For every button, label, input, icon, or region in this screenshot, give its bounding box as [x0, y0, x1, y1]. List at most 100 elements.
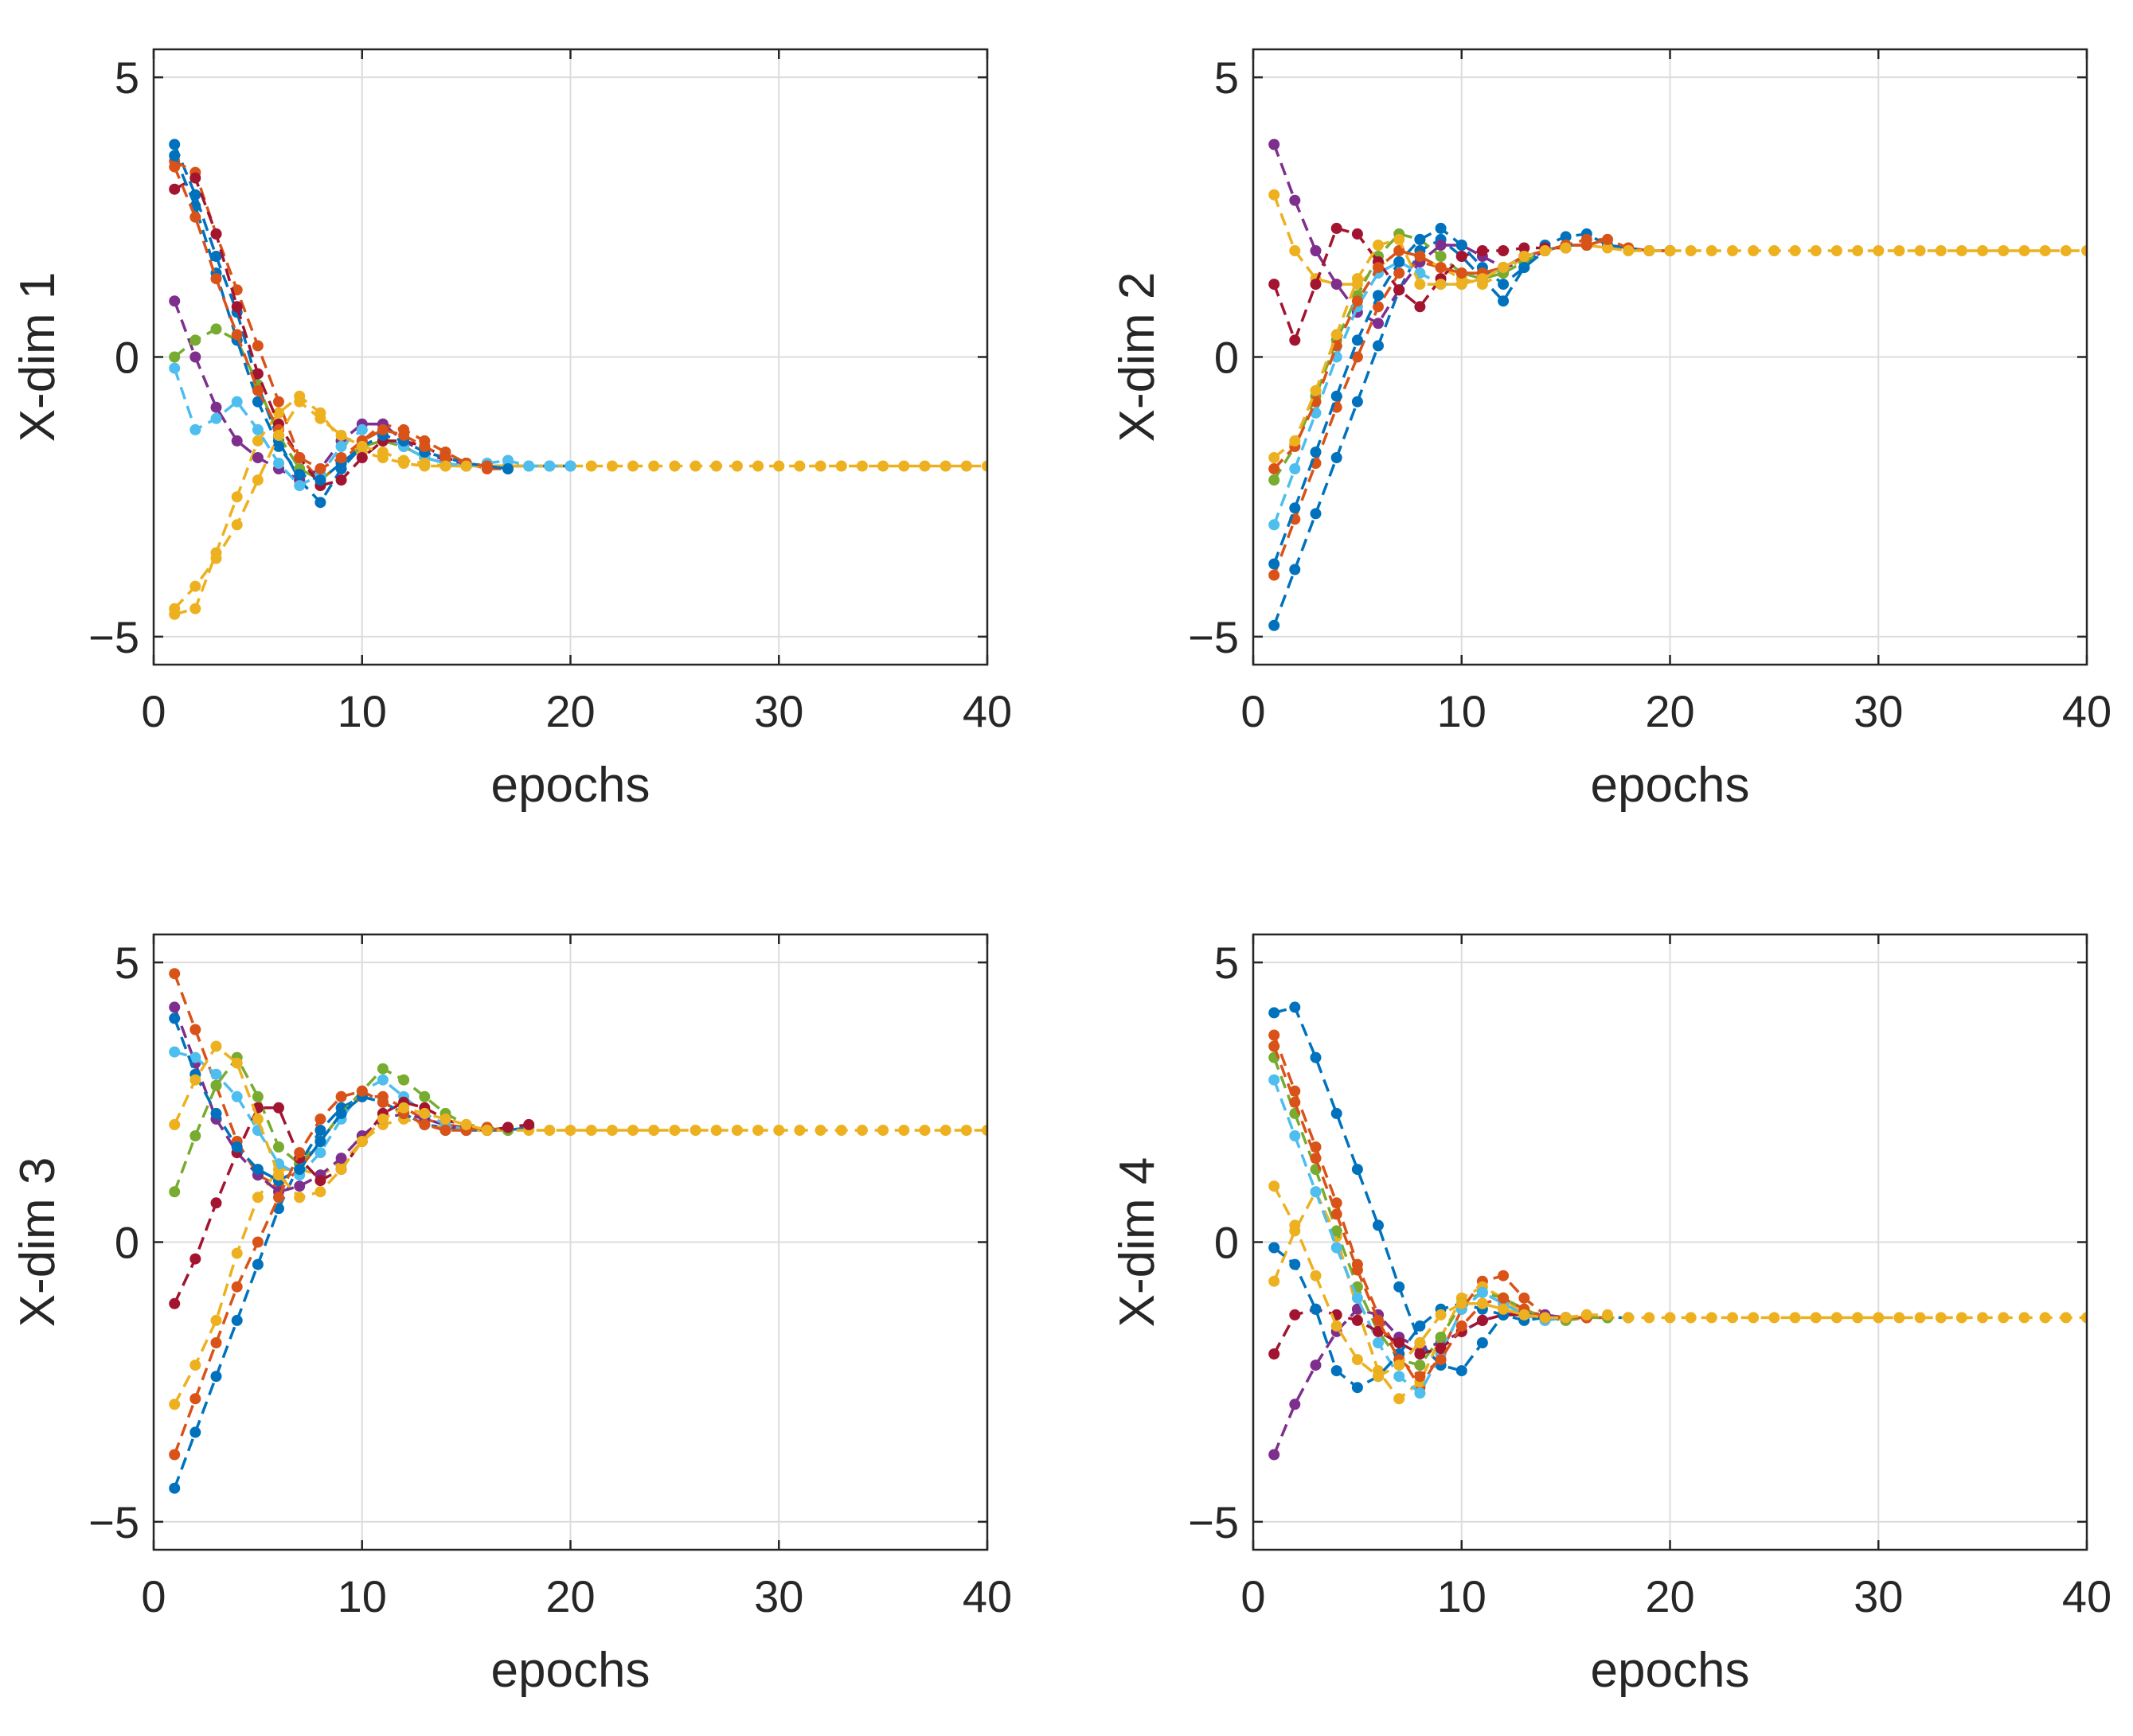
data-point [356, 1085, 368, 1097]
data-point [1455, 1297, 1467, 1309]
data-point [1455, 240, 1467, 251]
y-tick-label: 5 [1214, 53, 1239, 103]
data-point [169, 968, 181, 980]
data-point [314, 474, 326, 486]
x-axis-label: epochs [1591, 1643, 1750, 1698]
data-point [439, 1125, 451, 1136]
data-point [1393, 1371, 1405, 1383]
data-point [294, 1147, 306, 1159]
data-point [189, 1130, 201, 1141]
data-point [1414, 251, 1426, 262]
data-point [794, 460, 806, 472]
data-point [898, 1125, 910, 1136]
data-point [169, 1001, 181, 1013]
data-point [898, 460, 910, 472]
data-point [1351, 228, 1363, 240]
data-point [1351, 1314, 1363, 1326]
x-tick-label: 30 [754, 686, 803, 736]
data-point [1373, 262, 1384, 274]
x-tick-label: 0 [141, 1571, 166, 1621]
data-point [648, 460, 660, 472]
data-point [1330, 1365, 1342, 1377]
data-point [189, 334, 201, 346]
data-point [1455, 1320, 1467, 1332]
data-point [1498, 1303, 1510, 1315]
data-point [1830, 1312, 1842, 1324]
data-point [1435, 251, 1447, 262]
series-line-3 [174, 394, 987, 616]
data-point [1268, 463, 1280, 474]
data-point [1414, 1348, 1426, 1360]
data-point [1393, 233, 1405, 245]
y-tick-label: 5 [115, 53, 139, 103]
data-point [502, 454, 514, 466]
data-point [294, 1164, 306, 1176]
data-point [1852, 245, 1864, 256]
data-point [252, 340, 264, 352]
data-point [1435, 240, 1447, 251]
data-point [1768, 245, 1780, 256]
x-tick-label: 40 [963, 1571, 1012, 1621]
data-point [169, 1399, 181, 1410]
data-point [1414, 1387, 1426, 1399]
data-point [1435, 279, 1447, 291]
series-line-4 [1272, 143, 1587, 326]
data-point [377, 1074, 389, 1086]
data-point [606, 1125, 618, 1136]
data-point [189, 1051, 201, 1063]
data-point [335, 440, 347, 452]
data-point [335, 1107, 347, 1119]
data-point [169, 1012, 181, 1024]
data-point [1455, 1365, 1467, 1377]
data-point [335, 1090, 347, 1102]
data-point [169, 351, 181, 363]
data-point [189, 603, 201, 614]
data-point [565, 1125, 576, 1136]
series-line-8 [1273, 1246, 1566, 1390]
data-point [231, 1247, 243, 1259]
x-tick-label: 30 [1854, 1571, 1903, 1621]
data-point [273, 1102, 284, 1114]
data-point [1351, 273, 1363, 285]
y-tick-label: 0 [1214, 333, 1239, 383]
data-point [1518, 1292, 1530, 1304]
y-tick-label: −5 [1188, 612, 1239, 662]
data-point [1977, 245, 1989, 256]
data-point [252, 1113, 264, 1125]
data-point [314, 1136, 326, 1147]
data-point [210, 552, 222, 564]
data-point [1998, 1312, 2010, 1324]
data-point [314, 463, 326, 474]
data-point [1289, 1399, 1301, 1410]
data-point [210, 1371, 222, 1383]
y-tick-label: 0 [115, 333, 139, 383]
data-point [1727, 1312, 1738, 1324]
data-point [231, 519, 243, 531]
data-point [1289, 1219, 1301, 1231]
data-point [1414, 233, 1426, 245]
data-point [1268, 519, 1280, 531]
y-tick-label: −5 [1188, 1497, 1239, 1547]
series-line-7 [174, 176, 467, 488]
data-point [1373, 1325, 1384, 1337]
data-point [815, 460, 826, 472]
data-point [252, 1090, 264, 1102]
data-point [1914, 1312, 1926, 1324]
data-point [335, 474, 347, 486]
data-point [231, 435, 243, 447]
data-point [314, 1113, 326, 1125]
data-point [169, 603, 181, 614]
data-point [1623, 245, 1635, 256]
y-axis-label: X-dim 1 [10, 272, 65, 443]
data-point [731, 1125, 743, 1136]
data-point [585, 1125, 597, 1136]
data-point [356, 423, 368, 435]
data-point [210, 228, 222, 240]
data-point [544, 1125, 556, 1136]
data-point [1351, 1264, 1363, 1276]
series-line-6 [173, 368, 571, 488]
data-point [982, 1125, 987, 1136]
data-point [169, 1186, 181, 1198]
data-point [1643, 1312, 1655, 1324]
